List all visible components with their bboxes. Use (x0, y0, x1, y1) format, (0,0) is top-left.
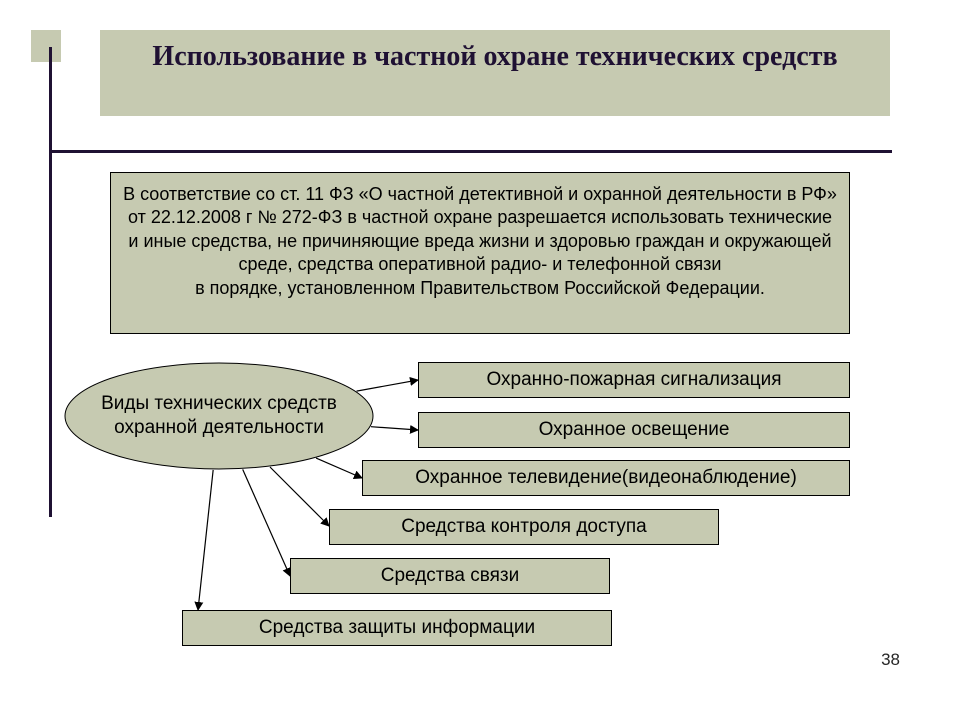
item-box: Охранное освещение (418, 412, 850, 448)
slide-canvas: Использование в частной охране техническ… (0, 0, 960, 720)
types-ellipse: Виды технических средств охранной деятел… (64, 362, 374, 470)
types-ellipse-label: Виды технических средств охранной деятел… (64, 362, 374, 470)
accent-square (31, 30, 61, 62)
item-box: Средства контроля доступа (329, 509, 719, 545)
page-number: 38 (881, 650, 900, 670)
law-text-box: В соответствие со ст. 11 ФЗ «О частной д… (110, 172, 850, 334)
item-box: Охранно-пожарная сигнализация (418, 362, 850, 398)
accent-vertical-line (49, 47, 52, 517)
item-box: Средства связи (290, 558, 610, 594)
item-box: Охранное телевидение(видеонаблюдение) (362, 460, 850, 496)
slide-title: Использование в частной охране техническ… (100, 30, 890, 116)
accent-horizontal-line (49, 150, 892, 153)
item-box: Средства защиты информации (182, 610, 612, 646)
